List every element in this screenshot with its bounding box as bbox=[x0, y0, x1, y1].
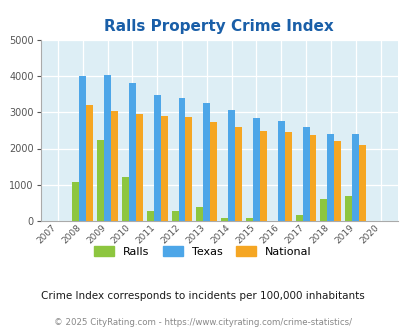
Text: © 2025 CityRating.com - https://www.cityrating.com/crime-statistics/: © 2025 CityRating.com - https://www.city… bbox=[54, 318, 351, 327]
Bar bbox=[97, 140, 104, 221]
Bar bbox=[160, 116, 167, 221]
Bar bbox=[136, 115, 143, 221]
Bar bbox=[129, 83, 136, 221]
Bar bbox=[228, 110, 234, 221]
Bar bbox=[171, 211, 178, 221]
Bar bbox=[79, 76, 86, 221]
Bar bbox=[302, 127, 309, 221]
Bar bbox=[277, 120, 284, 221]
Bar bbox=[72, 182, 79, 221]
Bar bbox=[221, 218, 228, 221]
Bar bbox=[111, 111, 118, 221]
Bar bbox=[203, 103, 210, 221]
Text: Crime Index corresponds to incidents per 100,000 inhabitants: Crime Index corresponds to incidents per… bbox=[41, 291, 364, 301]
Bar bbox=[284, 132, 291, 221]
Bar bbox=[309, 135, 316, 221]
Bar bbox=[344, 196, 352, 221]
Bar bbox=[352, 134, 358, 221]
Bar bbox=[104, 75, 111, 221]
Bar bbox=[153, 95, 160, 221]
Title: Ralls Property Crime Index: Ralls Property Crime Index bbox=[104, 19, 333, 34]
Bar bbox=[86, 105, 93, 221]
Bar bbox=[320, 199, 326, 221]
Bar bbox=[185, 117, 192, 221]
Bar bbox=[334, 141, 341, 221]
Bar bbox=[178, 98, 185, 221]
Bar bbox=[122, 177, 129, 221]
Bar bbox=[196, 207, 203, 221]
Bar bbox=[358, 145, 365, 221]
Bar bbox=[252, 118, 259, 221]
Bar bbox=[326, 134, 334, 221]
Bar bbox=[245, 218, 252, 221]
Legend: Ralls, Texas, National: Ralls, Texas, National bbox=[91, 243, 314, 260]
Bar bbox=[259, 131, 266, 221]
Bar bbox=[234, 127, 241, 221]
Bar bbox=[210, 122, 217, 221]
Bar bbox=[295, 215, 302, 221]
Bar bbox=[147, 211, 153, 221]
